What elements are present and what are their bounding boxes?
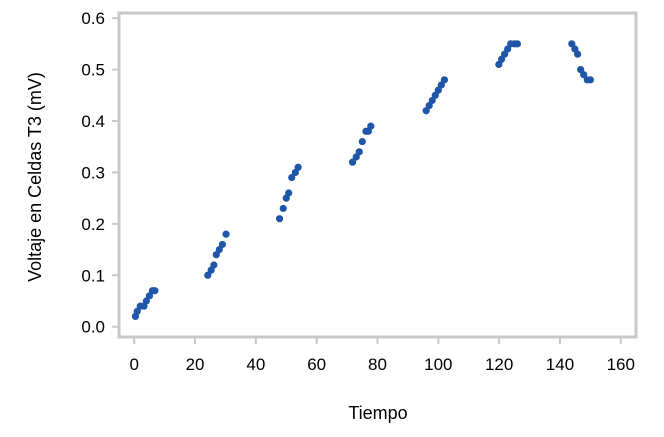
x-tick-label: 60 bbox=[307, 355, 326, 374]
x-tick-label: 40 bbox=[246, 355, 265, 374]
y-axis-ticks: 0.0 0.1 0.2 0.3 0.4 0.5 0.6 bbox=[81, 9, 119, 337]
data-point bbox=[151, 287, 159, 295]
data-point bbox=[275, 215, 284, 223]
x-tick-label: 0 bbox=[129, 355, 138, 374]
data-point bbox=[586, 76, 594, 84]
x-axis-label: Tiempo bbox=[348, 403, 407, 423]
y-tick-label: 0.4 bbox=[81, 112, 105, 131]
plot-frame bbox=[117, 11, 638, 339]
x-tick-label: 140 bbox=[546, 355, 574, 374]
data-point bbox=[279, 204, 287, 213]
y-tick-label: 0.2 bbox=[81, 215, 105, 234]
data-point bbox=[367, 122, 375, 130]
y-axis-label: Voltaje en Celdas T3 (mV) bbox=[25, 72, 45, 282]
y-tick-label: 0.3 bbox=[81, 163, 105, 182]
data-point bbox=[574, 50, 582, 58]
y-tick-label: 0.1 bbox=[81, 266, 105, 285]
data-points bbox=[131, 40, 594, 321]
y-tick-label: 0.5 bbox=[81, 61, 105, 80]
x-tick-label: 120 bbox=[485, 355, 513, 374]
data-point bbox=[580, 71, 588, 79]
x-tick-label: 80 bbox=[368, 355, 387, 374]
data-point bbox=[355, 148, 363, 156]
data-point bbox=[204, 271, 212, 279]
x-tick-label: 160 bbox=[607, 355, 635, 374]
data-point bbox=[222, 230, 230, 238]
data-point bbox=[288, 173, 296, 182]
data-point bbox=[440, 76, 449, 84]
data-point bbox=[210, 261, 218, 269]
x-tick-label: 100 bbox=[424, 355, 452, 374]
data-point bbox=[358, 137, 366, 146]
data-point bbox=[218, 240, 226, 249]
data-point bbox=[285, 189, 293, 197]
x-tick-label: 20 bbox=[186, 355, 205, 374]
data-point bbox=[294, 163, 302, 171]
x-axis-ticks: 0 20 40 60 80 100 120 140 160 bbox=[129, 337, 635, 374]
y-tick-label: 0.0 bbox=[81, 318, 105, 337]
data-point bbox=[513, 40, 521, 48]
y-tick-label: 0.6 bbox=[81, 9, 105, 28]
data-point bbox=[348, 158, 357, 166]
